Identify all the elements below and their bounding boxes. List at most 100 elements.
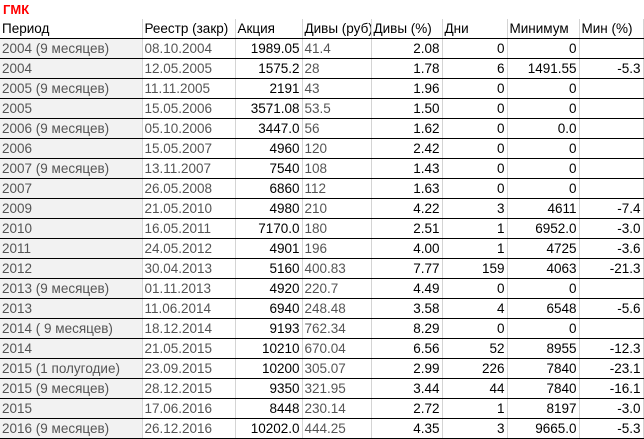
cell-minimum[interactable]: 4611	[507, 198, 580, 219]
cell-days[interactable]: 52	[442, 338, 508, 359]
cell-registry-date[interactable]: 11.06.2014	[142, 298, 236, 319]
cell-days[interactable]: 0	[442, 138, 508, 159]
cell-dividends-percent[interactable]: 7.77	[371, 258, 443, 279]
cell-dividends-rub[interactable]: 180	[302, 218, 372, 239]
sheet-title[interactable]: ГМК	[3, 2, 30, 17]
cell-minimum[interactable]: 8955	[507, 338, 580, 359]
cell-share-price[interactable]: 9350	[235, 378, 303, 399]
cell-minimum-percent[interactable]: -7.4	[579, 198, 644, 219]
cell-dividends-rub[interactable]: 41.4	[302, 38, 372, 59]
cell-minimum-percent[interactable]	[579, 38, 644, 59]
cell-registry-date[interactable]: 08.10.2004	[142, 38, 236, 59]
cell-days[interactable]: 0	[442, 178, 508, 199]
cell-minimum[interactable]: 7840	[507, 358, 580, 379]
cell-period[interactable]: 2007	[0, 178, 143, 199]
cell-share-price[interactable]: 8448	[235, 398, 303, 419]
cell-days[interactable]: 3	[442, 198, 508, 219]
cell-share-price[interactable]: 2191	[235, 78, 303, 99]
cell-minimum-percent[interactable]	[579, 138, 644, 159]
cell-dividends-percent[interactable]: 2.51	[371, 218, 443, 239]
cell-registry-date[interactable]: 05.10.2006	[142, 118, 236, 139]
cell-minimum-percent[interactable]	[579, 78, 644, 99]
cell-period[interactable]: 2013	[0, 298, 143, 319]
cell-days[interactable]: 0	[442, 158, 508, 179]
cell-period[interactable]: 2004	[0, 58, 143, 79]
cell-minimum-percent[interactable]	[579, 118, 644, 139]
header-cell-share-price[interactable]: Акция	[235, 19, 303, 39]
cell-period[interactable]: 2006	[0, 138, 143, 159]
cell-dividends-rub[interactable]: 28	[302, 58, 372, 79]
cell-registry-date[interactable]: 21.05.2010	[142, 198, 236, 219]
cell-dividends-rub[interactable]: 53.5	[302, 98, 372, 119]
cell-dividends-percent[interactable]: 4.22	[371, 198, 443, 219]
cell-minimum-percent[interactable]: -12.3	[579, 338, 644, 359]
cell-period[interactable]: 2011	[0, 238, 143, 259]
cell-minimum-percent[interactable]	[579, 278, 644, 299]
cell-dividends-percent[interactable]: 3.58	[371, 298, 443, 319]
cell-share-price[interactable]: 5160	[235, 258, 303, 279]
cell-share-price[interactable]: 4920	[235, 278, 303, 299]
cell-minimum-percent[interactable]: -3.0	[579, 398, 644, 419]
cell-dividends-percent[interactable]: 3.44	[371, 378, 443, 399]
cell-dividends-rub[interactable]: 305.07	[302, 358, 372, 379]
header-cell-minimum-percent[interactable]: Мин (%)	[579, 19, 644, 39]
cell-minimum-percent[interactable]: -3.0	[579, 218, 644, 239]
cell-days[interactable]: 1	[442, 398, 508, 419]
cell-share-price[interactable]: 4980	[235, 198, 303, 219]
cell-dividends-percent[interactable]: 1.43	[371, 158, 443, 179]
cell-days[interactable]: 0	[442, 278, 508, 299]
cell-dividends-percent[interactable]: 6.56	[371, 338, 443, 359]
cell-dividends-rub[interactable]: 120	[302, 138, 372, 159]
cell-dividends-percent[interactable]: 2.99	[371, 358, 443, 379]
cell-registry-date[interactable]: 24.05.2012	[142, 238, 236, 259]
cell-minimum[interactable]: 6952.0	[507, 218, 580, 239]
header-cell-dividends-percent[interactable]: Дивы (%)	[371, 19, 443, 39]
cell-dividends-rub[interactable]: 762.34	[302, 318, 372, 339]
cell-dividends-rub[interactable]: 56	[302, 118, 372, 139]
cell-days[interactable]: 226	[442, 358, 508, 379]
cell-minimum[interactable]: 8197	[507, 398, 580, 419]
cell-registry-date[interactable]: 17.06.2016	[142, 398, 236, 419]
cell-minimum-percent[interactable]: -5.3	[579, 58, 644, 79]
cell-period[interactable]: 2010	[0, 218, 143, 239]
cell-minimum-percent[interactable]: -3.6	[579, 238, 644, 259]
cell-share-price[interactable]: 6860	[235, 178, 303, 199]
cell-minimum-percent[interactable]	[579, 98, 644, 119]
cell-registry-date[interactable]: 13.11.2007	[142, 158, 236, 179]
cell-minimum[interactable]: 0	[507, 78, 580, 99]
cell-share-price[interactable]: 6940	[235, 298, 303, 319]
cell-minimum[interactable]: 0	[507, 38, 580, 59]
cell-period[interactable]: 2015 (9 месяцев)	[0, 378, 143, 399]
cell-share-price[interactable]: 9193	[235, 318, 303, 339]
cell-dividends-percent[interactable]: 4.49	[371, 278, 443, 299]
cell-share-price[interactable]: 4901	[235, 238, 303, 259]
cell-period[interactable]: 2004 (9 месяцев)	[0, 38, 143, 59]
cell-minimum[interactable]: 7840	[507, 378, 580, 399]
cell-share-price[interactable]: 7540	[235, 158, 303, 179]
cell-registry-date[interactable]: 18.12.2014	[142, 318, 236, 339]
cell-share-price[interactable]: 10210	[235, 338, 303, 359]
cell-dividends-percent[interactable]: 2.42	[371, 138, 443, 159]
cell-period[interactable]: 2014 ( 9 месяцев)	[0, 318, 143, 339]
cell-dividends-rub[interactable]: 321.95	[302, 378, 372, 399]
cell-days[interactable]: 0	[442, 38, 508, 59]
cell-minimum[interactable]: 1491.55	[507, 58, 580, 79]
cell-dividends-percent[interactable]: 8.29	[371, 318, 443, 339]
cell-days[interactable]: 0	[442, 318, 508, 339]
cell-share-price[interactable]: 4960	[235, 138, 303, 159]
cell-dividends-percent[interactable]: 1.78	[371, 58, 443, 79]
cell-registry-date[interactable]: 28.12.2015	[142, 378, 236, 399]
cell-minimum-percent[interactable]	[579, 178, 644, 199]
cell-dividends-rub[interactable]: 220.7	[302, 278, 372, 299]
cell-minimum[interactable]: 4063	[507, 258, 580, 279]
cell-dividends-rub[interactable]: 400.83	[302, 258, 372, 279]
cell-period[interactable]: 2009	[0, 198, 143, 219]
cell-dividends-rub[interactable]: 210	[302, 198, 372, 219]
cell-days[interactable]: 0	[442, 118, 508, 139]
cell-share-price[interactable]: 1575.2	[235, 58, 303, 79]
cell-minimum-percent[interactable]	[579, 158, 644, 179]
cell-period[interactable]: 2012	[0, 258, 143, 279]
cell-days[interactable]: 159	[442, 258, 508, 279]
cell-period[interactable]: 2013 (9 месяцев)	[0, 278, 143, 299]
cell-minimum-percent[interactable]	[579, 318, 644, 339]
